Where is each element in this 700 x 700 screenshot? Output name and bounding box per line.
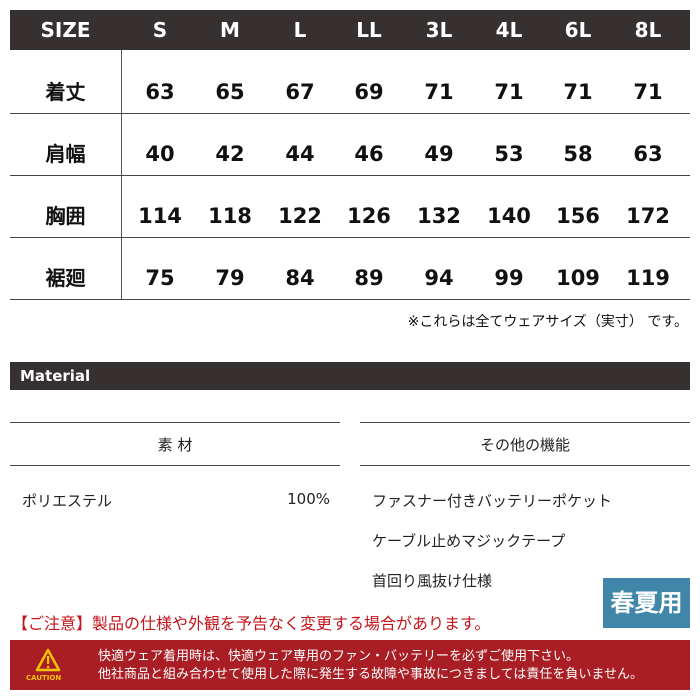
- caution-line: 快適ウェア着用時は、快適ウェア専用のファン・バッテリーを必ずご使用下さい。: [98, 649, 580, 664]
- size-value: 122: [278, 204, 322, 228]
- size-value: 69: [354, 80, 384, 104]
- row-divider: [10, 237, 690, 238]
- size-column-header: S: [152, 18, 168, 42]
- size-value: 49: [424, 142, 454, 166]
- fabric-name: ポリエステル: [22, 492, 113, 510]
- size-value: 118: [208, 204, 252, 228]
- size-value: 99: [494, 266, 524, 290]
- size-value: 46: [354, 142, 384, 166]
- divider: [360, 422, 690, 423]
- size-value: 132: [417, 204, 461, 228]
- size-value: 84: [285, 266, 315, 290]
- size-value: 75: [145, 266, 175, 290]
- feature-item: ファスナー付きバッテリーポケット: [372, 492, 613, 510]
- caution-label: CAUTION: [26, 674, 62, 682]
- row-divider: [10, 113, 690, 114]
- row-label: 着丈: [45, 80, 86, 104]
- caution-line: 他社商品と組み合わせて使用した際に発生する故障や事故につきましては責任を負いませ…: [98, 667, 643, 682]
- size-value: 44: [285, 142, 315, 166]
- size-value: 89: [354, 266, 384, 290]
- size-value: 63: [145, 80, 175, 104]
- size-value: 63: [633, 142, 663, 166]
- divider: [10, 465, 340, 466]
- feature-item: 首回り風抜け仕様: [372, 572, 493, 590]
- warning-icon: [35, 648, 61, 672]
- divider: [360, 465, 690, 466]
- size-value: 71: [633, 80, 663, 104]
- size-column-header: 4L: [495, 18, 523, 42]
- size-value: 65: [215, 80, 245, 104]
- row-label: 裾廻: [45, 266, 86, 290]
- row-divider: [10, 299, 690, 300]
- size-value: 119: [626, 266, 670, 290]
- size-value: 40: [145, 142, 175, 166]
- size-value: 172: [626, 204, 670, 228]
- size-value: 126: [347, 204, 391, 228]
- size-value: 42: [215, 142, 245, 166]
- size-note: ※これらは全てウェアサイズ（実寸） です。: [407, 314, 688, 330]
- caution-banner: CAUTION 快適ウェア着用時は、快適ウェア専用のファン・バッテリーを必ずご使…: [10, 640, 690, 690]
- row-label: 胸囲: [45, 204, 86, 228]
- row-label: 肩幅: [45, 142, 86, 166]
- material-title: Material: [10, 362, 690, 390]
- size-column-header: 3L: [425, 18, 453, 42]
- size-value: 71: [563, 80, 593, 104]
- size-column-header: 6L: [564, 18, 592, 42]
- size-value: 71: [494, 80, 524, 104]
- size-value: 140: [487, 204, 531, 228]
- size-value: 109: [556, 266, 600, 290]
- feature-item: ケーブル止めマジックテープ: [372, 532, 566, 550]
- size-value: 94: [424, 266, 454, 290]
- size-column-header: LL: [356, 18, 382, 42]
- material-header: 素 材: [157, 436, 193, 454]
- size-value: 156: [556, 204, 600, 228]
- size-header-label: SIZE: [40, 18, 91, 42]
- size-value: 79: [215, 266, 245, 290]
- divider: [121, 50, 122, 299]
- warning-text: 【ご注意】製品の仕様や外観を予告なく変更する場合があります。: [12, 614, 491, 633]
- size-value: 71: [424, 80, 454, 104]
- divider: [10, 422, 340, 423]
- features-header: その他の機能: [479, 436, 570, 454]
- size-value: 53: [494, 142, 524, 166]
- size-table-header: [10, 10, 690, 50]
- size-value: 114: [138, 204, 182, 228]
- size-value: 67: [285, 80, 315, 104]
- size-value: 58: [563, 142, 593, 166]
- size-column-header: M: [220, 18, 240, 42]
- fabric-percent: 100%: [287, 490, 330, 508]
- size-column-header: L: [293, 18, 307, 42]
- season-badge: 春夏用: [603, 578, 690, 628]
- row-divider: [10, 175, 690, 176]
- size-column-header: 8L: [634, 18, 662, 42]
